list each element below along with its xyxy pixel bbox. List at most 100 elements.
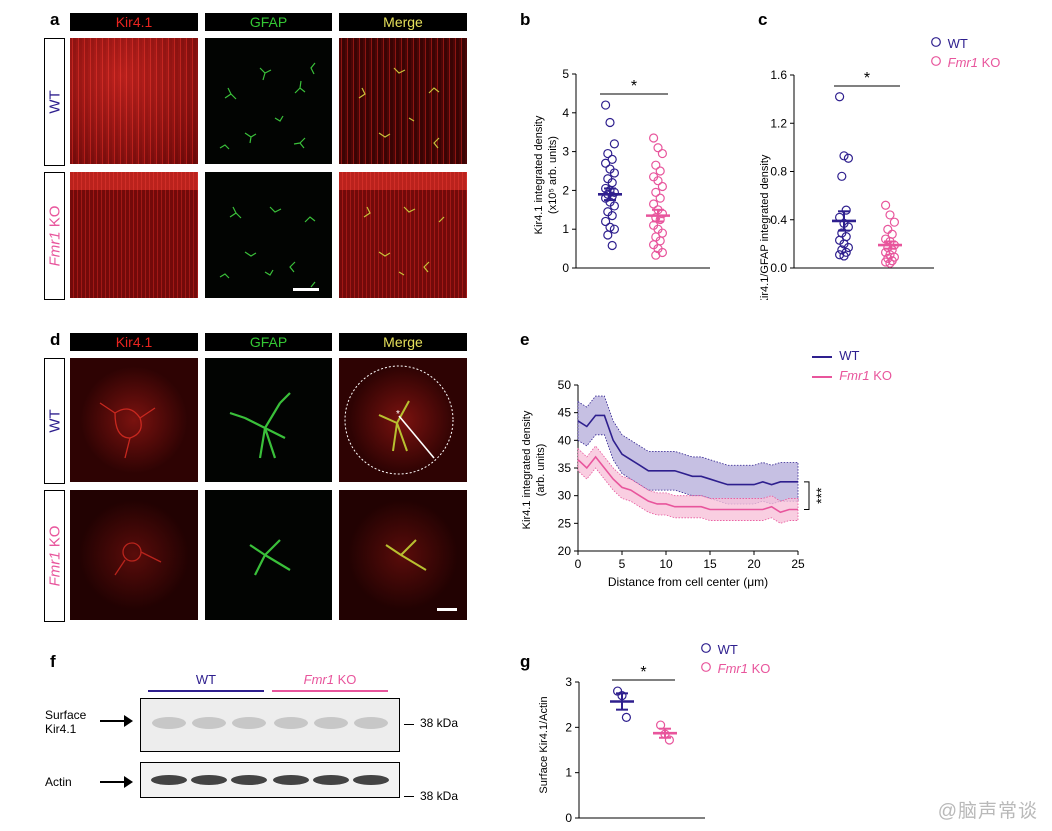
blot-band xyxy=(191,775,227,785)
header-merge-d: Merge xyxy=(339,333,467,351)
data-point xyxy=(621,712,632,722)
panel-label-c: c xyxy=(758,10,768,29)
blot-wt-line xyxy=(148,690,264,692)
legend-item-ko: Fmr1 KO xyxy=(700,661,770,676)
data-point xyxy=(651,160,661,170)
data-point xyxy=(837,245,847,255)
blot-band xyxy=(313,775,349,785)
data-point xyxy=(841,205,851,215)
x-tick-label: 10 xyxy=(659,557,673,571)
x-tick-label: 5 xyxy=(619,557,626,571)
data-point xyxy=(607,240,617,251)
merge-overlay: * xyxy=(344,365,454,475)
header-merge-a: Merge xyxy=(339,13,467,31)
micrograph-gfap-wt xyxy=(205,38,332,164)
cell-outline xyxy=(99,402,156,459)
blot-surface xyxy=(140,698,400,752)
significance-marker: * xyxy=(631,78,637,95)
data-point xyxy=(603,148,613,159)
scale-bar xyxy=(293,288,319,291)
y-tick-label: 3 xyxy=(562,145,569,159)
merge-overlay xyxy=(363,206,445,276)
header-kir-d: Kir4.1 xyxy=(70,333,198,351)
blot-band xyxy=(151,775,187,785)
y-tick-label: 20 xyxy=(558,544,572,558)
micrograph-merge-wt xyxy=(339,38,467,164)
arrow-actin-icon xyxy=(100,781,130,783)
data-point xyxy=(651,187,661,197)
data-point xyxy=(657,181,667,192)
y-tick-label: 0.4 xyxy=(770,213,787,227)
blot-actin xyxy=(140,762,400,798)
data-point xyxy=(657,148,667,159)
y-axis-label-b-units: (x10⁵ arb. units) xyxy=(547,136,559,214)
significance-bracket xyxy=(804,481,810,510)
data-point xyxy=(843,242,854,253)
data-point xyxy=(881,257,891,267)
blot-band xyxy=(192,717,226,729)
arrowhead-actin-icon xyxy=(124,776,133,788)
data-point xyxy=(664,735,674,745)
data-point xyxy=(887,256,897,266)
row-label-ko-a: Fmr1 KO xyxy=(44,172,65,300)
data-point xyxy=(649,199,659,209)
chart-c: 0.0 0.4 0.8 1.2 1.6 * Kir4.1/GFAP integrated… xyxy=(759,68,934,300)
data-point xyxy=(889,217,899,227)
kda-tick-2 xyxy=(404,796,414,797)
y-tick-label: 45 xyxy=(558,406,572,420)
row-label-text: WT xyxy=(46,409,63,433)
data-point xyxy=(843,153,854,163)
chart-b: 0 1 2 3 4 5 * Kir4.1 integrated density (x10⁵… xyxy=(533,67,710,275)
y-tick-label: 2 xyxy=(565,720,572,734)
legend-item-wt: WT xyxy=(700,642,770,657)
legend-e: WT Fmr1 KO xyxy=(812,346,892,386)
astrocyte-shape xyxy=(229,392,291,459)
legend-g: WT Fmr1 KO xyxy=(700,642,770,676)
y-tick-label: 5 xyxy=(562,67,569,81)
y-axis-label-b: Kir4.1 integrated density xyxy=(533,115,545,234)
data-point xyxy=(883,224,893,234)
data-point xyxy=(653,143,663,153)
row-label-text: Fmr1 KO xyxy=(46,205,63,267)
y-tick-label: 4 xyxy=(562,106,569,120)
y-tick-label: 40 xyxy=(558,433,572,447)
arrow-surface-icon xyxy=(100,720,130,722)
y-tick-label: 1 xyxy=(565,766,572,780)
row-label-ko-d: Fmr1 KO xyxy=(44,490,65,622)
significance-marker: *** xyxy=(813,487,829,504)
micrograph-kir-ko-d xyxy=(70,490,198,620)
legend-item-wt: WT xyxy=(930,36,1000,51)
micrograph-gfap-wt-d xyxy=(205,358,332,482)
scale-bar xyxy=(437,608,457,611)
watermark: @脑声常谈 xyxy=(937,801,1038,822)
data-point xyxy=(655,166,665,176)
y-tick-label: 0.0 xyxy=(770,261,787,275)
data-point xyxy=(834,92,845,102)
blot-band xyxy=(152,717,186,729)
panel-label-d: d xyxy=(50,330,61,349)
panel-label-e: e xyxy=(520,330,530,349)
y-tick-label: 50 xyxy=(558,378,572,392)
y-axis-label-e-units: (arb. units) xyxy=(535,444,547,497)
y-axis-label-c: Kir4.1/GFAP integrated density xyxy=(759,154,771,300)
merge-overlay xyxy=(358,67,440,149)
blot-band xyxy=(314,717,348,729)
significance-marker: * xyxy=(640,664,646,681)
y-axis-label-e: Kir4.1 integrated density xyxy=(521,410,533,529)
panel-label-f: f xyxy=(50,652,56,671)
data-point xyxy=(885,258,895,268)
data-point xyxy=(885,210,895,220)
legend-item-ko: Fmr1 KO xyxy=(930,55,1000,70)
row-label-text: Fmr1 KO xyxy=(46,525,63,587)
cell-outline xyxy=(114,542,162,576)
data-point xyxy=(834,250,845,260)
legend-item-wt: WT xyxy=(812,346,892,366)
data-point xyxy=(653,176,663,186)
chart-g: 0 1 2 3 * Surface Kir4.1/Actin xyxy=(538,664,705,825)
blot-band xyxy=(232,717,266,729)
y-tick-label: 35 xyxy=(558,461,572,475)
y-axis-label-g: Surface Kir4.1/Actin xyxy=(538,696,550,793)
data-point xyxy=(651,250,661,260)
data-point xyxy=(609,224,620,234)
y-tick-label: 1.6 xyxy=(770,68,787,82)
